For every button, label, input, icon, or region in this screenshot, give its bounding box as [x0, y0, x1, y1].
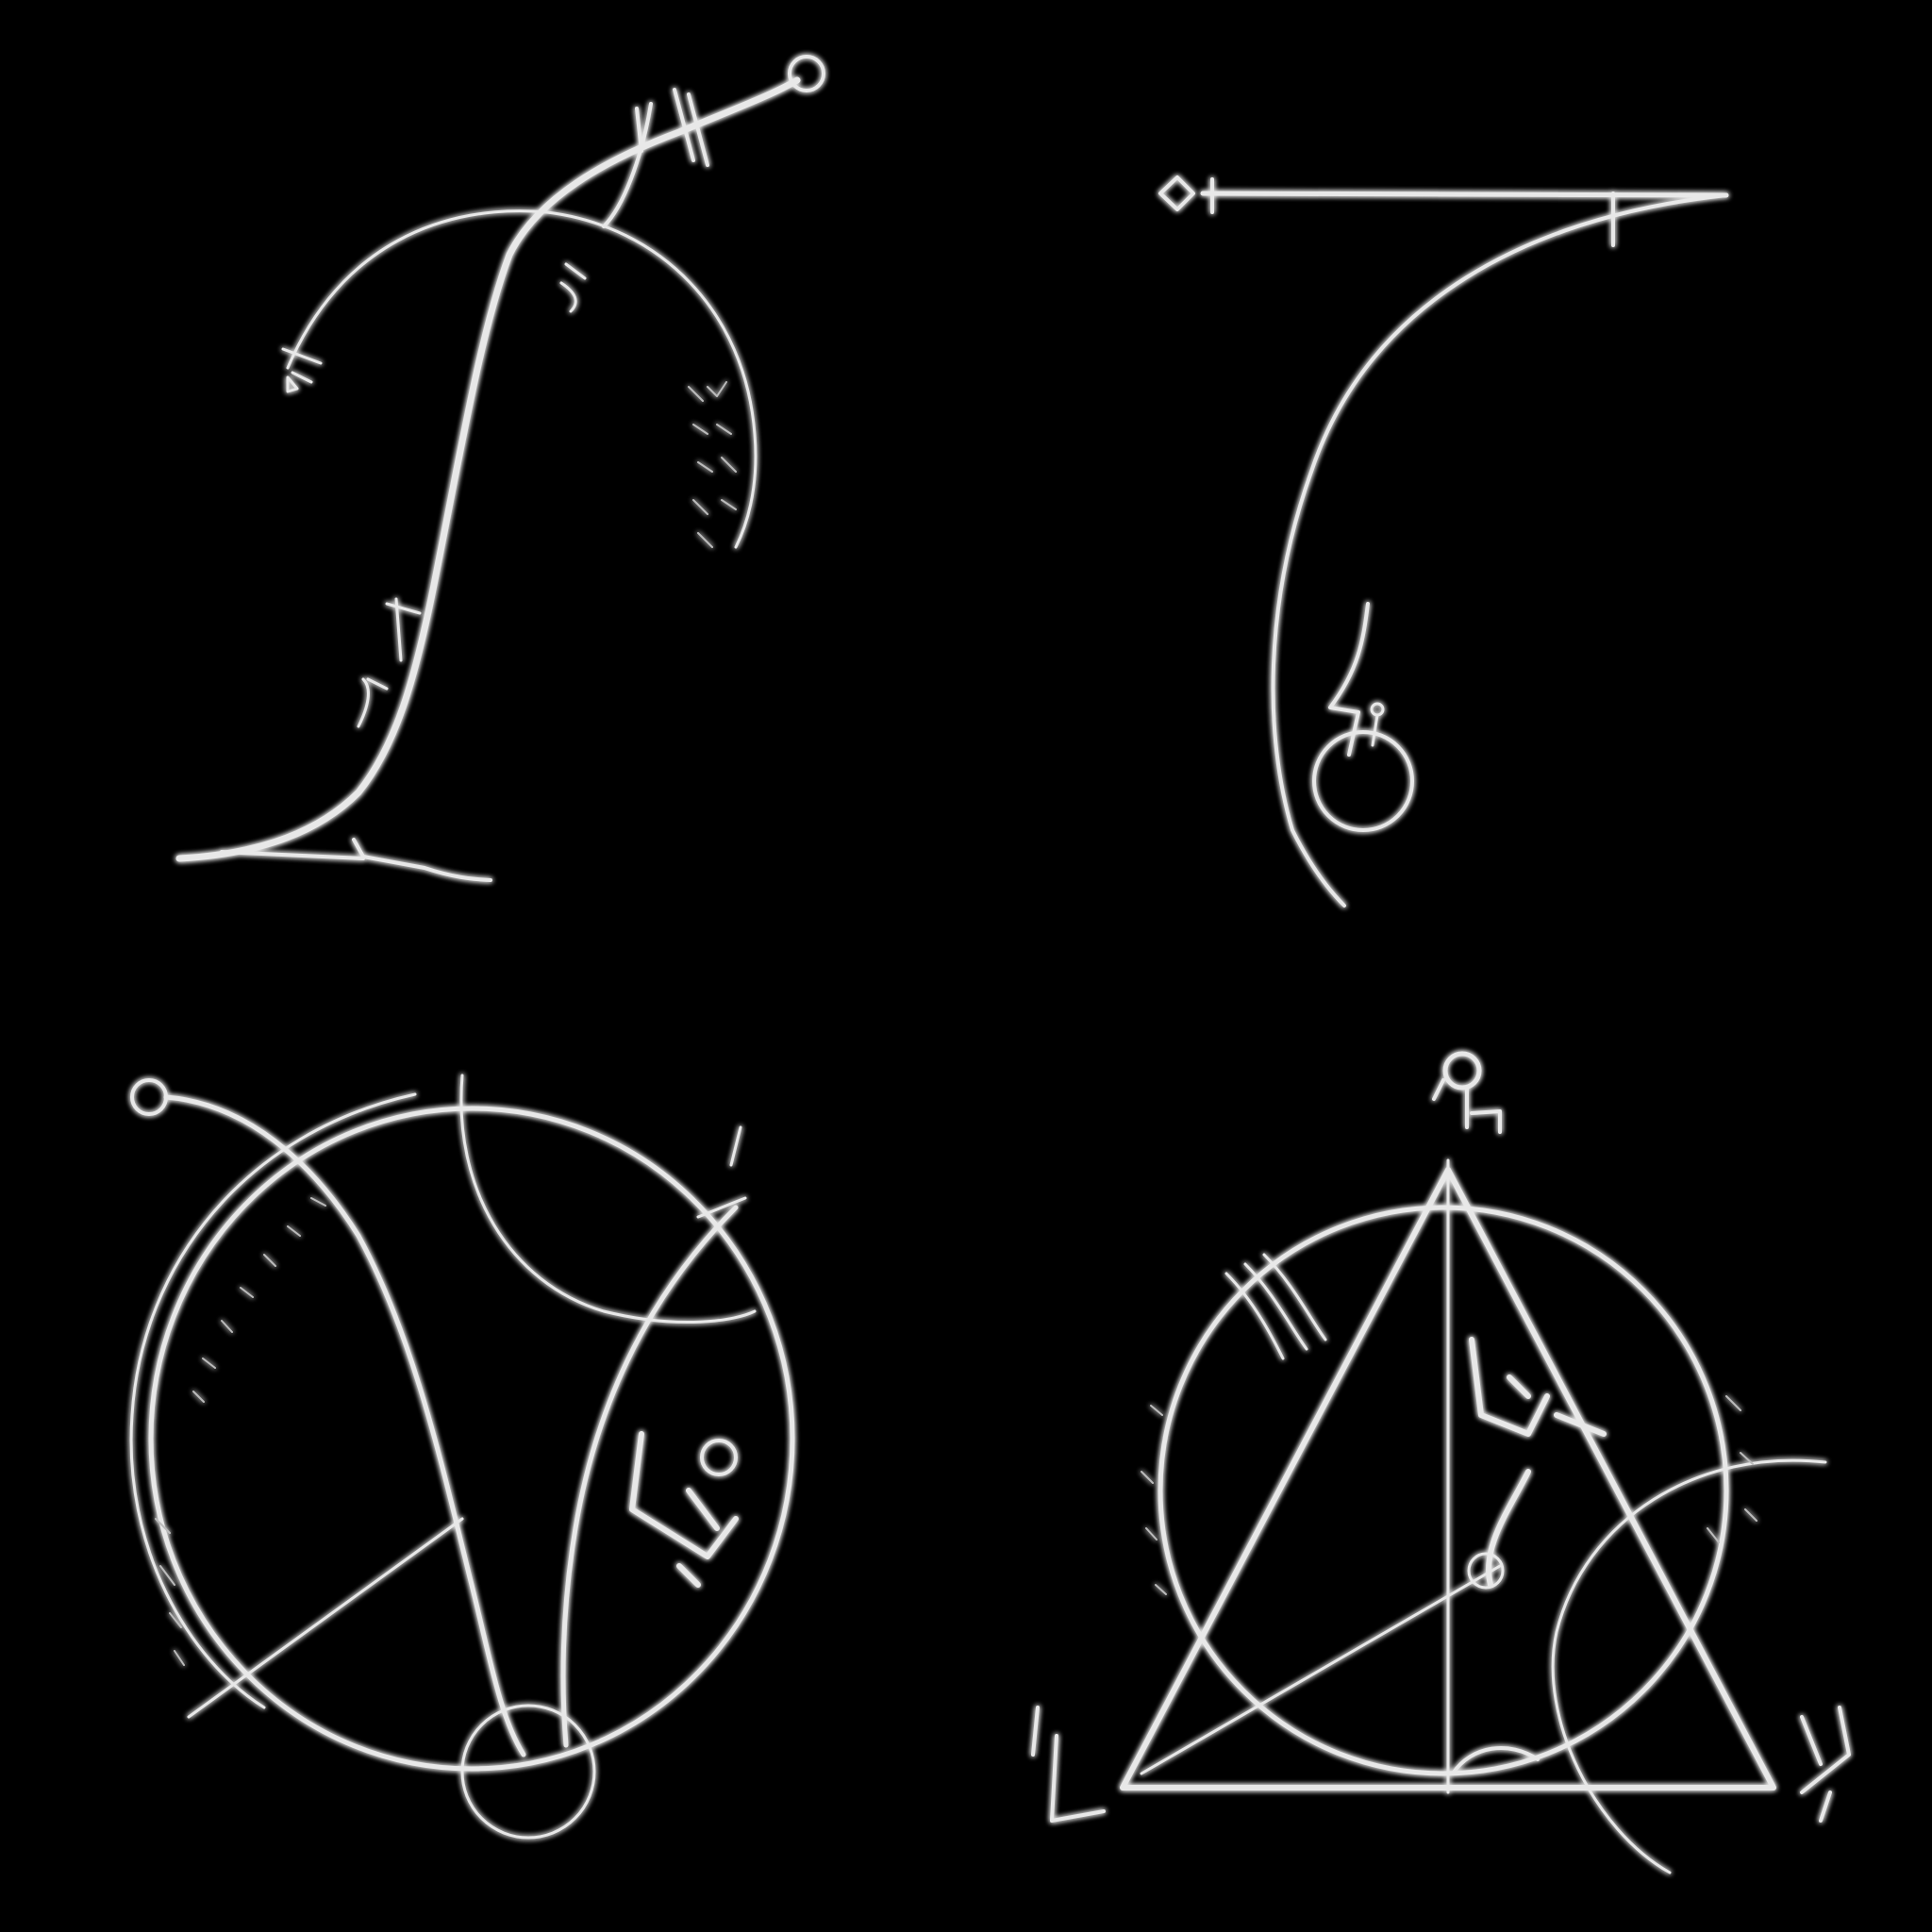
- claw-marks: [1224, 1253, 1327, 1360]
- right-corner-glyph: [1800, 1706, 1851, 1823]
- arc-circle: [286, 209, 758, 549]
- great-curve: [1271, 193, 1728, 908]
- small-ring-icon: [1312, 730, 1414, 832]
- outer-circle: [148, 1106, 795, 1772]
- inner-ring-icon: [1467, 1552, 1505, 1590]
- upper-inner-arc: [459, 1074, 757, 1324]
- circle-script: [192, 1197, 326, 1403]
- staff-stroke: [175, 76, 801, 862]
- left-script: [155, 1518, 185, 1666]
- end-ring-icon: [788, 55, 825, 92]
- glyph-mark: [629, 1431, 739, 1588]
- top-ring-marks: [1432, 1078, 1502, 1134]
- main-circle: [1158, 1205, 1729, 1776]
- sigil-bottom-left: [129, 1074, 795, 1840]
- diagonal-line: [1140, 1564, 1502, 1775]
- left-corner-glyph: [1031, 1706, 1106, 1823]
- top-ring-icon: [1442, 1051, 1482, 1091]
- secondary-arc: [1551, 1458, 1827, 1874]
- script-column: [688, 381, 737, 548]
- circle-script-left: [1141, 1405, 1167, 1595]
- diamond-end-icon: [1158, 175, 1195, 211]
- glyph-ring-icon: [700, 1439, 738, 1476]
- horizontal-bar: [1200, 191, 1729, 198]
- tick-marks: [602, 88, 709, 228]
- ring-stem: [1371, 713, 1379, 747]
- sigil-top-right: [1158, 175, 1729, 908]
- inner-glyph: [1469, 1337, 1607, 1588]
- sigil-top-left: [175, 55, 825, 882]
- top-tick: [696, 1125, 747, 1219]
- long-curve: [163, 1094, 526, 1757]
- lightning-mark: [1328, 602, 1370, 757]
- arc-glyph: [281, 347, 323, 393]
- arc-glyph-2: [559, 262, 587, 313]
- base-flourish: [220, 838, 492, 882]
- bar-tick: [1210, 177, 1615, 247]
- diagonal-line: [187, 1517, 464, 1719]
- offset-arc: [129, 1092, 417, 1709]
- bottom-circle: [460, 1704, 596, 1840]
- right-arc: [560, 1205, 739, 1748]
- staff-glyphs: [357, 597, 422, 728]
- sigil-bottom-right: [1031, 1051, 1851, 1874]
- circle-script-right: [1707, 1395, 1757, 1543]
- bottom-arc: [1451, 1746, 1540, 1775]
